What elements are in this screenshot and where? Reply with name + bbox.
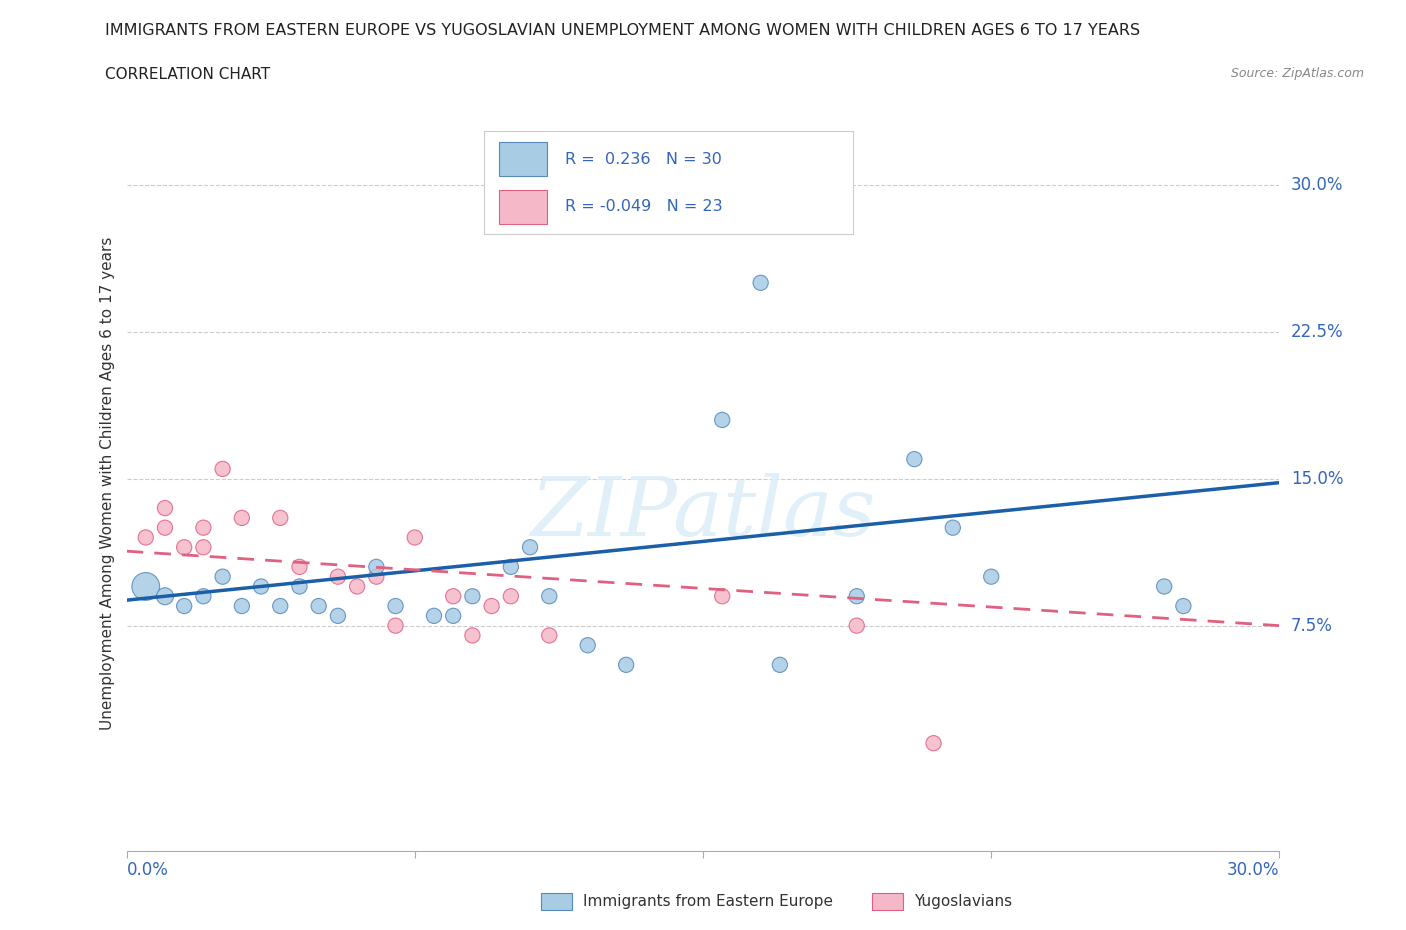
Point bbox=[845, 589, 868, 604]
Point bbox=[153, 500, 176, 515]
Point bbox=[499, 560, 522, 575]
Point bbox=[211, 461, 233, 476]
Point bbox=[519, 539, 541, 554]
Text: CORRELATION CHART: CORRELATION CHART bbox=[105, 67, 270, 82]
Point bbox=[288, 560, 311, 575]
Point bbox=[461, 589, 484, 604]
Point bbox=[384, 618, 406, 633]
Point bbox=[250, 579, 273, 594]
Point bbox=[366, 569, 388, 584]
Point bbox=[269, 511, 291, 525]
Point bbox=[346, 579, 368, 594]
Point bbox=[481, 599, 503, 614]
Point bbox=[942, 520, 965, 535]
Point bbox=[193, 539, 215, 554]
Point bbox=[711, 589, 734, 604]
Point bbox=[193, 589, 215, 604]
Point bbox=[423, 608, 446, 623]
Point bbox=[769, 658, 792, 672]
Point bbox=[231, 599, 253, 614]
Point bbox=[1153, 579, 1175, 594]
Point bbox=[903, 452, 925, 467]
Text: IMMIGRANTS FROM EASTERN EUROPE VS YUGOSLAVIAN UNEMPLOYMENT AMONG WOMEN WITH CHIL: IMMIGRANTS FROM EASTERN EUROPE VS YUGOSL… bbox=[105, 23, 1140, 38]
Point bbox=[980, 569, 1002, 584]
Text: Source: ZipAtlas.com: Source: ZipAtlas.com bbox=[1230, 67, 1364, 80]
Point bbox=[922, 736, 945, 751]
Y-axis label: Unemployment Among Women with Children Ages 6 to 17 years: Unemployment Among Women with Children A… bbox=[100, 237, 115, 730]
Point bbox=[153, 520, 176, 535]
Point bbox=[404, 530, 426, 545]
Point bbox=[153, 589, 176, 604]
Point bbox=[1173, 599, 1195, 614]
Point bbox=[193, 520, 215, 535]
Point bbox=[538, 628, 561, 643]
Point bbox=[366, 560, 388, 575]
Text: 30.0%: 30.0% bbox=[1227, 861, 1279, 879]
Point bbox=[173, 539, 195, 554]
Point bbox=[326, 608, 349, 623]
Point bbox=[135, 530, 157, 545]
Point bbox=[461, 628, 484, 643]
Point bbox=[749, 275, 772, 290]
Text: 0.0%: 0.0% bbox=[127, 861, 169, 879]
Point bbox=[231, 511, 253, 525]
Point bbox=[441, 608, 464, 623]
Text: ZIPatlas: ZIPatlas bbox=[530, 473, 876, 553]
Point bbox=[269, 599, 291, 614]
Point bbox=[538, 589, 561, 604]
Point bbox=[384, 599, 406, 614]
Point bbox=[308, 599, 330, 614]
Point bbox=[576, 638, 599, 653]
Point bbox=[211, 569, 233, 584]
Text: 15.0%: 15.0% bbox=[1291, 470, 1344, 487]
Point bbox=[173, 599, 195, 614]
Point bbox=[288, 579, 311, 594]
Point bbox=[614, 658, 637, 672]
Point bbox=[441, 589, 464, 604]
Point bbox=[326, 569, 349, 584]
Text: 22.5%: 22.5% bbox=[1291, 323, 1344, 340]
Text: 30.0%: 30.0% bbox=[1291, 176, 1344, 193]
Point bbox=[845, 618, 868, 633]
Point bbox=[135, 579, 157, 594]
Point bbox=[499, 589, 522, 604]
Point bbox=[711, 413, 734, 428]
Text: 7.5%: 7.5% bbox=[1291, 617, 1333, 634]
Text: Immigrants from Eastern Europe: Immigrants from Eastern Europe bbox=[583, 894, 834, 909]
Text: Yugoslavians: Yugoslavians bbox=[914, 894, 1012, 909]
